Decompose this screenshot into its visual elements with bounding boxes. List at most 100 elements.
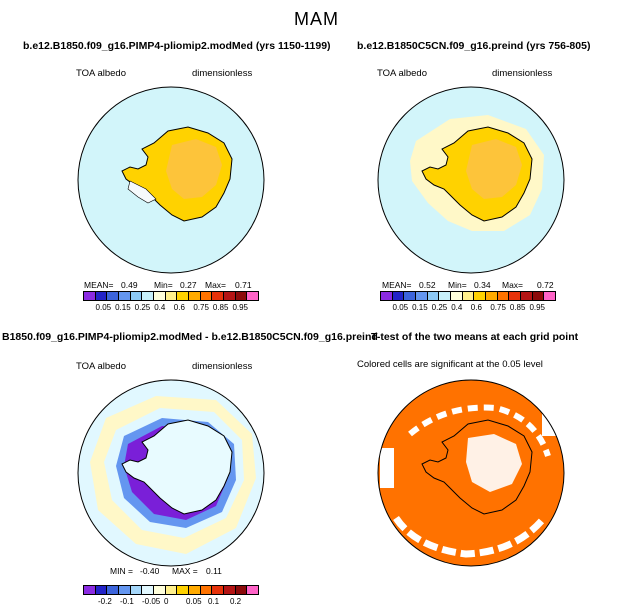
panel-bl-colorbar-ticks: -0.2 -0.1 -0.05 0 0.05 0.1 0.2 <box>83 597 259 607</box>
interior-high-plateau <box>466 139 522 199</box>
panel-tr-units-label: dimensionless <box>492 68 553 79</box>
colorbar-tick-label: -0.2 <box>98 597 112 606</box>
colorbar-tick-label: 0.25 <box>134 303 151 312</box>
colorbar-tick-label: 0.95 <box>529 303 546 312</box>
colorbar-swatch <box>165 586 178 594</box>
colorbar-swatch <box>177 586 190 594</box>
colorbar-swatch <box>107 586 120 594</box>
colorbar-swatch <box>130 586 143 594</box>
colorbar-tick-label: 0.1 <box>208 597 220 606</box>
colorbar-swatch <box>439 292 452 300</box>
colorbar-swatch <box>119 292 131 300</box>
panel-tr-max-value: 0.72 <box>537 280 554 290</box>
map-border <box>377 379 565 567</box>
panel-br-note: Colored cells are significant at the 0.0… <box>357 359 543 370</box>
panel-tr-colorbar-ticks: 0.05 0.15 0.25 0.4 0.6 0.75 0.85 0.95 <box>380 303 556 313</box>
colorbar-swatch <box>177 292 190 300</box>
panel-tl-map <box>77 86 265 274</box>
colorbar-swatch <box>189 586 201 594</box>
colorbar-swatch <box>509 292 522 300</box>
panel-tl-min-label: Min= <box>154 280 173 290</box>
panel-tl-units-label: dimensionless <box>192 68 253 79</box>
colorbar-swatch <box>212 586 225 594</box>
colorbar-swatch <box>474 292 487 300</box>
nonsignificant-patch <box>380 448 394 488</box>
colorbar-swatch <box>416 292 428 300</box>
colorbar-swatch <box>247 292 259 300</box>
panel-tl-colorbar-ticks: 0.05 0.15 0.25 0.4 0.6 0.75 0.85 0.95 <box>83 303 259 313</box>
colorbar-swatch <box>142 586 155 594</box>
nonsignificant-interior <box>466 434 522 492</box>
panel-tr-min-label: Min= <box>448 280 467 290</box>
colorbar-tick-label: 0.4 <box>451 303 463 312</box>
panel-tl-max-value: 0.71 <box>235 280 252 290</box>
panel-bl-colorbar <box>83 585 259 595</box>
panel-tr-mean-label: MEAN= <box>382 280 412 290</box>
colorbar-swatch <box>486 292 498 300</box>
map-border <box>377 86 565 274</box>
panel-bl-min-label: MIN = <box>110 566 133 576</box>
colorbar-swatch <box>427 292 440 300</box>
panel-tl-max-label: Max= <box>205 280 227 290</box>
panel-tl-mean-value: 0.49 <box>121 280 138 290</box>
colorbar-swatch <box>165 292 178 300</box>
colorbar-swatch <box>200 292 213 300</box>
colorbar-tick-label: 0.05 <box>186 597 202 606</box>
panel-bl-max-label: MAX = <box>172 566 198 576</box>
colorbar-swatch <box>212 292 225 300</box>
map-border <box>77 379 265 567</box>
panel-tl-min-value: 0.27 <box>180 280 197 290</box>
colorbar-swatch <box>130 292 143 300</box>
colorbar-swatch <box>404 292 417 300</box>
nonsignificant-ring <box>408 404 551 457</box>
colorbar-swatch <box>200 586 213 594</box>
colorbar-swatch <box>381 292 393 300</box>
colorbar-swatch <box>224 292 236 300</box>
panel-bl-variable-label: TOA albedo <box>76 361 127 372</box>
colorbar-tick-label: 0.6 <box>470 303 482 312</box>
antarctica-landmass <box>121 419 233 515</box>
colorbar-tick-label: 0.75 <box>490 303 506 312</box>
colorbar-tick-label: -0.1 <box>120 597 134 606</box>
panel-br-map <box>377 379 565 567</box>
colorbar-swatch <box>451 292 463 300</box>
antarctica-outline <box>421 419 533 515</box>
colorbar-swatch <box>189 292 201 300</box>
colorbar-tick-label: 0.95 <box>232 303 249 312</box>
panel-bl-units-label: dimensionless <box>192 361 253 372</box>
panel-tr-colorbar <box>380 291 556 301</box>
colorbar-tick-label: 0.15 <box>115 303 131 312</box>
colorbar-swatch <box>84 292 96 300</box>
panel-tl-title: b.e12.B1850.f09_g16.PIMP4-pliomip2.modMe… <box>23 40 331 52</box>
colorbar-swatch <box>521 292 533 300</box>
interior-high-plateau <box>166 139 222 199</box>
colorbar-swatch <box>247 586 259 594</box>
panel-br-title: T-test of the two means at each grid poi… <box>371 331 579 343</box>
colorbar-tick-label: -0.05 <box>142 597 161 606</box>
west-coast-ice <box>127 180 157 204</box>
colorbar-tick-label: 0.6 <box>173 303 185 312</box>
colorbar-swatch <box>107 292 120 300</box>
colorbar-tick-label: 0.15 <box>412 303 428 312</box>
colorbar-swatch <box>95 292 108 300</box>
panel-bl-max-value: 0.11 <box>206 566 222 576</box>
colorbar-tick-label: 0 <box>164 597 169 606</box>
colorbar-swatch <box>119 586 131 594</box>
colorbar-swatch <box>235 292 248 300</box>
panel-tl-variable-label: TOA albedo <box>76 68 127 79</box>
panel-bl-min-value: -0.40 <box>140 566 160 576</box>
nonsignificant-band <box>393 515 547 558</box>
panel-tr-mean-value: 0.52 <box>419 280 436 290</box>
colorbar-swatch <box>95 586 108 594</box>
colorbar-swatch <box>142 292 155 300</box>
colorbar-swatch <box>224 586 236 594</box>
colorbar-tick-label: 0.2 <box>230 597 242 606</box>
season-title: MAM <box>294 9 339 29</box>
colorbar-swatch <box>154 586 166 594</box>
colorbar-swatch <box>84 586 96 594</box>
colorbar-swatch <box>497 292 510 300</box>
panel-tl-colorbar <box>83 291 259 301</box>
panel-tr-variable-label: TOA albedo <box>377 68 428 79</box>
colorbar-swatch <box>154 292 166 300</box>
colorbar-tick-label: 0.05 <box>392 303 409 312</box>
